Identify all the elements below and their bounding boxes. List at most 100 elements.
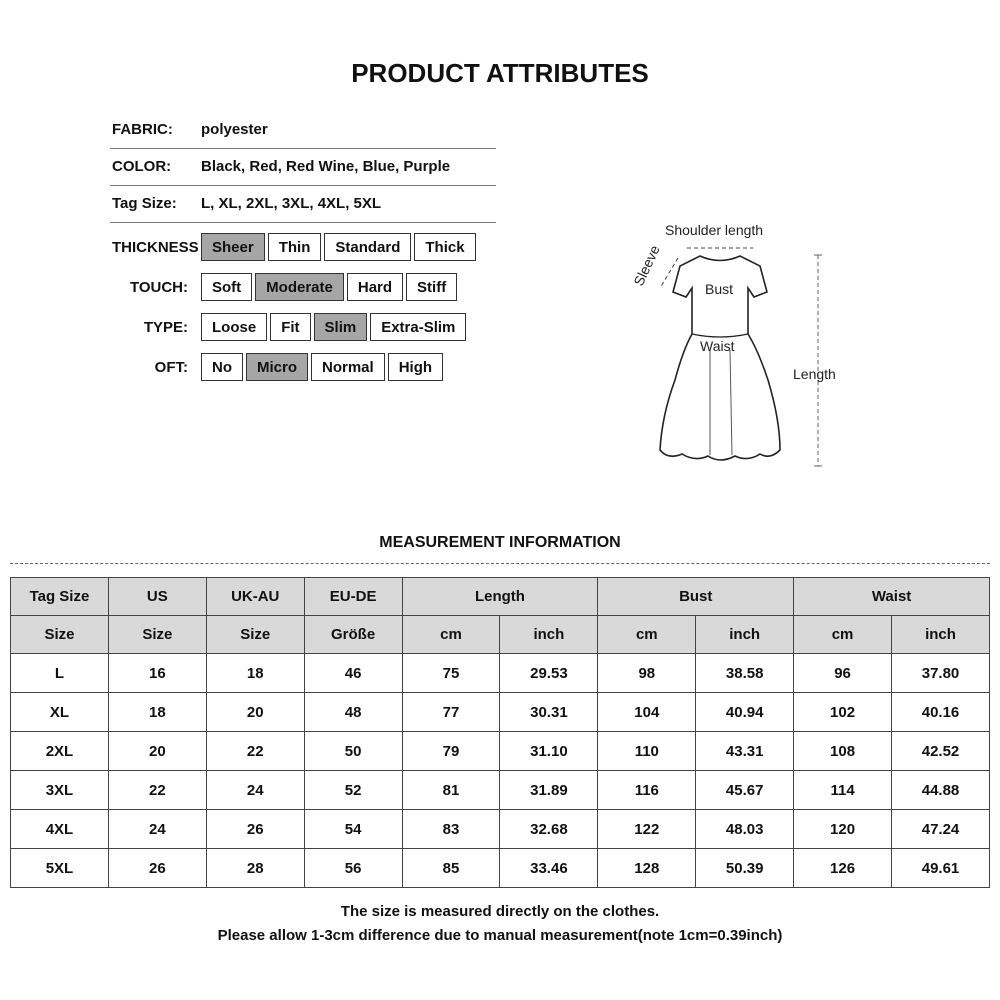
attr-tag-size: Tag Size: L, XL, 2XL, 3XL, 4XL, 5XL: [112, 195, 381, 212]
table-cell: 46: [303, 653, 403, 693]
table-cell: 38.58: [695, 653, 795, 693]
table-cell: 30.31: [499, 692, 599, 732]
table-cell: 54: [303, 809, 403, 849]
table-cell: 45.67: [695, 770, 795, 810]
header-cell: US: [107, 577, 207, 616]
attr-label: FABRIC:: [112, 121, 173, 138]
subheader-cell: Größe: [303, 615, 403, 654]
note-line: The size is measured directly on the clo…: [340, 903, 660, 920]
table-cell: 116: [597, 770, 697, 810]
table-cell: 26: [107, 848, 207, 888]
attr-value: Black, Red, Red Wine, Blue, Purple: [201, 158, 451, 175]
table-cell: 83: [401, 809, 501, 849]
table-cell: 18: [205, 653, 305, 693]
table-cell: 128: [597, 848, 697, 888]
option-moderate: Moderate: [255, 273, 344, 301]
subheader-cell: inch: [891, 615, 990, 654]
attr-fabric: FABRIC: polyester: [112, 121, 268, 138]
table-cell: 24: [107, 809, 207, 849]
attr-label: COLOR:: [112, 158, 172, 175]
length-label: Length: [793, 366, 836, 382]
table-cell: 28: [205, 848, 305, 888]
sleeve-label: Sleeve: [630, 243, 663, 289]
option-sheer: Sheer: [201, 233, 265, 261]
table-cell: 96: [793, 653, 893, 693]
table-cell: 42.52: [891, 731, 990, 771]
table-cell: 98: [597, 653, 697, 693]
table-cell: 56: [303, 848, 403, 888]
option-label: TOUCH:: [129, 279, 188, 296]
attr-value: polyester: [201, 121, 268, 138]
option-hard: Hard: [346, 273, 404, 301]
table-cell: L: [10, 653, 109, 693]
measurement-title: MEASUREMENT INFORMATION: [379, 534, 621, 551]
table-cell: 43.31: [695, 731, 795, 771]
table-cell: 122: [597, 809, 697, 849]
divider: [110, 148, 496, 149]
table-row: 2XL 20 22 50 79 31.10 110 43.31 108 42.52: [10, 731, 990, 771]
table-cell: 18: [107, 692, 207, 732]
header-cell: Tag Size: [10, 577, 109, 616]
subheader-cell: cm: [597, 615, 697, 654]
table-cell: 85: [401, 848, 501, 888]
option-group: Sheer Thin Standard Thick: [201, 233, 476, 261]
table-cell: 81: [401, 770, 501, 810]
option-group: Loose Fit Slim Extra-Slim: [201, 313, 467, 341]
option-thick: Thick: [414, 233, 476, 261]
attr-label: Tag Size:: [112, 195, 177, 212]
option-extra-slim: Extra-Slim: [370, 313, 467, 341]
subheader-cell: cm: [793, 615, 893, 654]
option-thin: Thin: [267, 233, 322, 261]
table-row: 4XL 24 26 54 83 32.68 122 48.03 120 47.24: [10, 809, 990, 849]
table-cell: 29.53: [499, 653, 599, 693]
dress-diagram: Shoulder length Sleeve Bust Waist Length: [630, 222, 836, 467]
table-cell: 126: [793, 848, 893, 888]
table-cell: 50: [303, 731, 403, 771]
header-cell: Waist: [793, 577, 990, 616]
attr-value: L, XL, 2XL, 3XL, 4XL, 5XL: [201, 195, 382, 212]
header-cell: Length: [401, 577, 599, 616]
option-standard: Standard: [324, 233, 412, 261]
option-loose: Loose: [201, 313, 268, 341]
subheader-cell: Size: [205, 615, 305, 654]
subheader-cell: inch: [499, 615, 599, 654]
table-cell: 5XL: [10, 848, 109, 888]
option-label: TYPE:: [143, 319, 188, 336]
table-cell: 120: [793, 809, 893, 849]
table-header-row: Tag Size US UK-AU EU-DE Length Bust Wais…: [10, 577, 990, 616]
table-cell: 26: [205, 809, 305, 849]
table-cell: 31.89: [499, 770, 599, 810]
table-cell: 44.88: [891, 770, 990, 810]
table-cell: 20: [205, 692, 305, 732]
table-cell: XL: [10, 692, 109, 732]
table-row: XL 18 20 48 77 30.31 104 40.94 102 40.16: [10, 692, 990, 732]
subheader-cell: Size: [10, 615, 109, 654]
table-cell: 110: [597, 731, 697, 771]
option-label: OFT:: [154, 359, 188, 376]
table-cell: 104: [597, 692, 697, 732]
option-label: THICKNESS: [112, 239, 199, 256]
table-cell: 114: [793, 770, 893, 810]
table-cell: 102: [793, 692, 893, 732]
table-cell: 31.10: [499, 731, 599, 771]
divider: [110, 222, 496, 223]
table-cell: 2XL: [10, 731, 109, 771]
header-cell: UK-AU: [205, 577, 305, 616]
subheader-cell: Size: [107, 615, 207, 654]
option-group: Soft Moderate Hard Stiff: [201, 273, 458, 301]
table-cell: 40.16: [891, 692, 990, 732]
table-cell: 49.61: [891, 848, 990, 888]
option-fit: Fit: [270, 313, 311, 341]
option-no: No: [201, 353, 243, 381]
table-row: 5XL 26 28 56 85 33.46 128 50.39 126 49.61: [10, 848, 990, 888]
table-cell: 4XL: [10, 809, 109, 849]
table-cell: 48: [303, 692, 403, 732]
table-cell: 32.68: [499, 809, 599, 849]
table-cell: 22: [205, 731, 305, 771]
table-subheader-row: Size Size Size Größe cm inch cm inch cm inch: [10, 615, 990, 654]
option-group: No Micro Normal High: [201, 353, 444, 381]
header-cell: Bust: [597, 577, 795, 616]
table-cell: 24: [205, 770, 305, 810]
size-table: Tag Size US UK-AU EU-DE Length Bust Wais…: [10, 577, 990, 888]
